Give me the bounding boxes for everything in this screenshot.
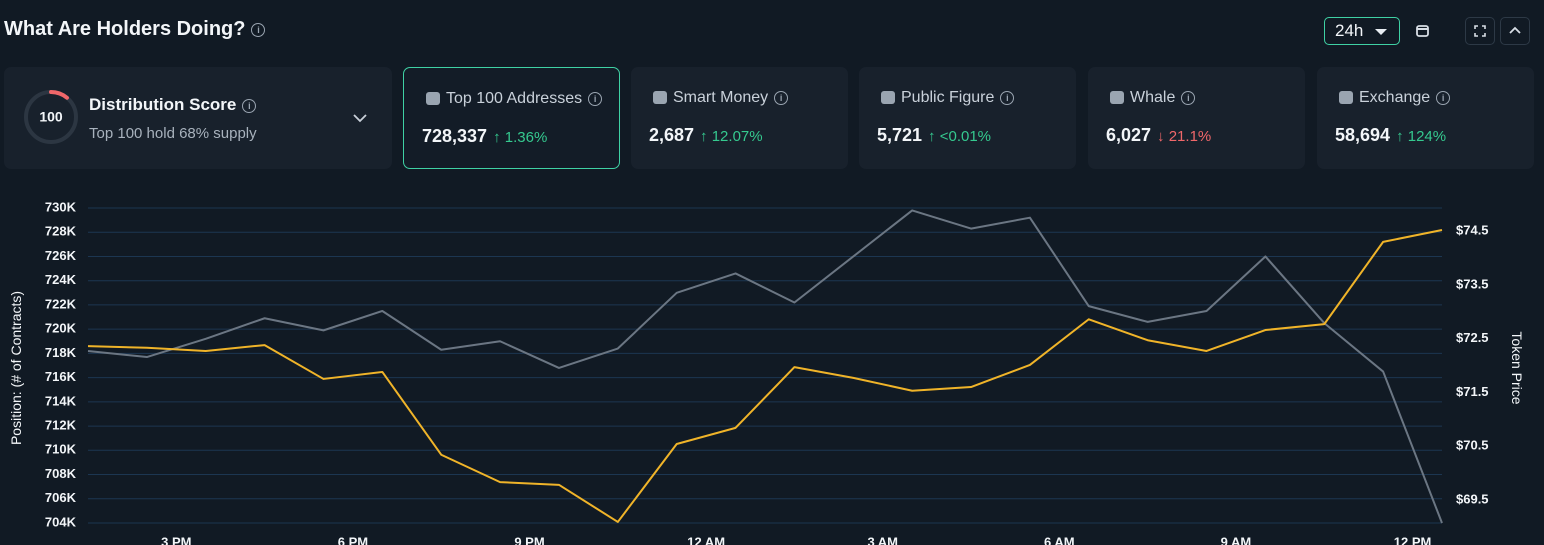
card-value-text: 58,694 — [1335, 125, 1391, 145]
holder-card[interactable]: Whale i 6,027 ↓ 21.1% — [1088, 67, 1305, 169]
x-tick-label: 9 PM — [514, 535, 544, 545]
info-icon[interactable]: i — [1000, 90, 1015, 105]
y-tick-label: 722K — [45, 296, 77, 311]
page-title: What Are Holders Doing? i — [4, 18, 266, 41]
card-icon — [426, 92, 440, 105]
card-icon — [1339, 91, 1353, 104]
calendar-button[interactable] — [1407, 17, 1437, 45]
card-value-text: 2,687 — [649, 125, 695, 145]
x-tick-label: 6 PM — [338, 535, 368, 545]
info-icon[interactable]: i — [251, 22, 266, 37]
card-change: ↑ <0.01% — [928, 128, 992, 145]
holder-card[interactable]: Public Figure i 5,721 ↑ <0.01% — [859, 67, 1076, 169]
card-icon — [653, 91, 667, 104]
holder-card[interactable]: Top 100 Addresses i 728,337 ↑ 1.36% — [403, 67, 620, 169]
y-tick-label: 718K — [45, 345, 77, 360]
score-value: 100 — [39, 109, 63, 125]
card-name: Smart Money i — [673, 89, 789, 107]
card-change: ↓ 21.1% — [1157, 128, 1212, 145]
info-icon[interactable]: i — [588, 91, 603, 106]
series-line — [87, 229, 1443, 523]
y2-tick-label: $71.5 — [1456, 384, 1489, 399]
y-tick-label: 716K — [45, 369, 77, 384]
calendar-icon — [1416, 25, 1429, 37]
card-value: 6,027 ↓ 21.1% — [1106, 125, 1211, 146]
holder-card[interactable]: Smart Money i 2,687 ↑ 12.07% — [631, 67, 848, 169]
card-icon — [881, 91, 895, 104]
card-name: Exchange i — [1359, 89, 1451, 107]
card-name-text: Public Figure — [901, 89, 995, 106]
timeframe-select[interactable]: 24h — [1324, 17, 1400, 45]
card-value: 58,694 ↑ 124% — [1335, 125, 1446, 146]
y-tick-label: 726K — [45, 248, 77, 263]
card-name-text: Smart Money — [673, 89, 769, 106]
y2-tick-label: $72.5 — [1456, 330, 1489, 345]
y-tick-label: 710K — [45, 442, 77, 457]
y2-tick-label: $73.5 — [1456, 276, 1489, 291]
card-change: ↑ 12.07% — [700, 128, 763, 145]
y-tick-label: 714K — [45, 393, 77, 408]
y2-tick-label: $70.5 — [1456, 438, 1489, 453]
card-name: Whale i — [1130, 89, 1196, 107]
card-name-text: Whale — [1130, 89, 1176, 106]
x-tick-label: 9 AM — [1221, 535, 1252, 545]
fullscreen-button[interactable] — [1465, 17, 1495, 45]
y-tick-label: 720K — [45, 321, 77, 336]
y-tick-label: 728K — [45, 224, 77, 239]
gauge-arc — [24, 90, 78, 144]
x-tick-label: 12 AM — [687, 535, 725, 545]
y2-tick-label: $74.5 — [1456, 223, 1489, 238]
y-tick-label: 730K — [45, 199, 77, 214]
card-value: 2,687 ↑ 12.07% — [649, 125, 763, 146]
card-change: ↑ 124% — [1396, 128, 1447, 145]
distribution-subtitle: Top 100 hold 68% supply — [89, 125, 257, 142]
fullscreen-icon — [1474, 25, 1486, 37]
distribution-card[interactable]: 100 Distribution Score i Top 100 hold 68%… — [4, 67, 392, 169]
y2-tick-label: $69.5 — [1456, 491, 1489, 506]
y-tick-label: 724K — [45, 272, 77, 287]
x-tick-label: 6 AM — [1044, 535, 1075, 545]
info-icon[interactable]: i — [774, 90, 789, 105]
y-tick-label: 706K — [45, 490, 77, 505]
card-name-text: Exchange — [1359, 89, 1431, 106]
y-tick-label: 712K — [45, 418, 77, 433]
card-name: Top 100 Addresses i — [446, 90, 603, 108]
x-tick-label: 3 PM — [161, 535, 191, 545]
x-tick-label: 3 AM — [867, 535, 898, 545]
y-axis-title: Position: (# of Contracts) — [8, 291, 24, 445]
card-value-text: 5,721 — [877, 125, 923, 145]
collapse-icon — [1509, 26, 1521, 34]
card-name: Public Figure i — [901, 89, 1015, 107]
distribution-label: Distribution Score i — [89, 95, 257, 115]
card-value-text: 728,337 — [422, 126, 488, 146]
card-value-text: 6,027 — [1106, 125, 1152, 145]
label-text: Distribution Score — [89, 95, 237, 114]
card-value: 5,721 ↑ <0.01% — [877, 125, 991, 146]
y-tick-label: 704K — [45, 514, 77, 529]
y2-axis-title: Token Price — [1509, 331, 1525, 404]
title-text: What Are Holders Doing? — [4, 18, 246, 40]
card-value: 728,337 ↑ 1.36% — [422, 126, 547, 147]
collapse-button[interactable] — [1500, 17, 1530, 45]
info-icon[interactable]: i — [1181, 90, 1196, 105]
holder-card[interactable]: Exchange i 58,694 ↑ 124% — [1317, 67, 1534, 169]
y-tick-label: 708K — [45, 466, 77, 481]
card-name-text: Top 100 Addresses — [446, 90, 583, 107]
card-change: ↑ 1.36% — [493, 129, 548, 146]
card-icon — [1110, 91, 1124, 104]
info-icon[interactable]: i — [242, 98, 257, 113]
expand-chevron[interactable] — [353, 113, 367, 123]
x-tick-label: 12 PM — [1394, 535, 1432, 545]
score-gauge: 100 — [24, 90, 78, 144]
info-icon[interactable]: i — [1436, 90, 1451, 105]
series-line — [87, 209, 1443, 524]
